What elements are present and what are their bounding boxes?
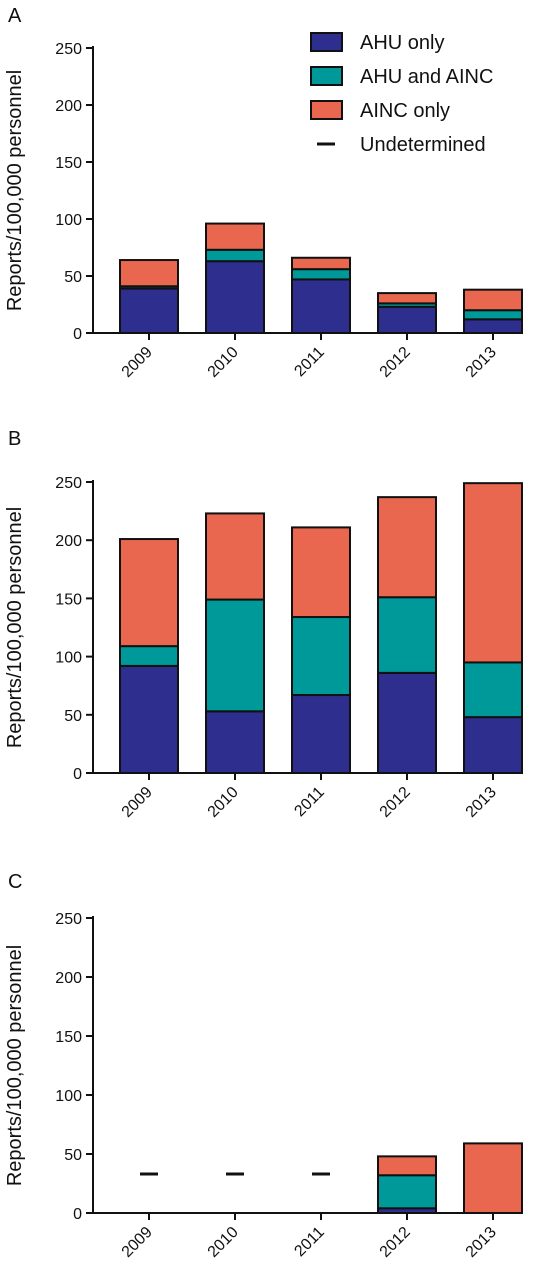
y-tick-label: 250 bbox=[55, 475, 82, 492]
x-tick-label: 2012 bbox=[377, 784, 414, 821]
bar-ahu-and-ainc bbox=[377, 1174, 437, 1210]
y-axis-label: Reports/100,000 personnel bbox=[4, 507, 26, 748]
x-tick-label: 2012 bbox=[377, 1224, 414, 1261]
legend-label: AHU and AINC bbox=[360, 66, 493, 88]
bar-ainc-only bbox=[377, 1155, 437, 1177]
y-tick-label: 150 bbox=[55, 1029, 82, 1046]
bar-ahu-and-ainc bbox=[205, 598, 265, 713]
bar-ahu-only bbox=[291, 694, 351, 775]
x-tick-label: 2009 bbox=[119, 344, 156, 381]
bar-ahu-only bbox=[205, 710, 265, 774]
panel-a: A Reports/100,000 personnel 0 50 100 150 200 25… bbox=[4, 5, 523, 381]
y-axis-label: Reports/100,000 personnel bbox=[4, 945, 26, 1186]
legend-swatch-ahu-only bbox=[310, 32, 343, 52]
bar-ahu-and-ainc bbox=[463, 661, 523, 719]
bar-ahu-only bbox=[463, 318, 523, 335]
y-tick-label: 100 bbox=[55, 1088, 82, 1105]
bar-ainc-only bbox=[463, 288, 523, 312]
x-tick-label: 2010 bbox=[205, 1224, 242, 1261]
y-tick-label: 50 bbox=[64, 269, 82, 286]
legend-label: Undetermined bbox=[360, 134, 486, 156]
bar-ahu-and-ainc bbox=[205, 248, 265, 263]
bar-ahu-and-ainc bbox=[377, 596, 437, 674]
x-tick-label: 2009 bbox=[119, 1224, 156, 1261]
panel-b: B Reports/100,000 personnel 0 50 100 150 200 25… bbox=[4, 428, 523, 821]
x-tick-label: 2011 bbox=[291, 1224, 327, 1260]
bar-ahu-only bbox=[119, 287, 179, 335]
y-tick-label: 0 bbox=[73, 1206, 82, 1223]
x-tick-label: 2010 bbox=[205, 784, 242, 821]
panel-label: C bbox=[8, 871, 22, 893]
bar-ainc-only bbox=[463, 482, 523, 664]
x-tick-label: 2013 bbox=[463, 784, 500, 821]
x-tick-label: 2013 bbox=[463, 1224, 500, 1261]
legend-swatch-ainc-only bbox=[310, 100, 343, 120]
bar-ainc-only bbox=[377, 496, 437, 599]
y-tick-label: 200 bbox=[55, 98, 82, 115]
bar-ainc-only bbox=[291, 256, 351, 271]
bar-ahu-only bbox=[205, 260, 265, 334]
bar-ahu-and-ainc bbox=[463, 309, 523, 321]
x-tick-label: 2011 bbox=[291, 344, 327, 380]
bar-ahu-only bbox=[119, 664, 179, 774]
panel-label: A bbox=[8, 5, 22, 27]
legend: AHU only AHU and AINC AINC only Undetermine… bbox=[310, 32, 493, 156]
y-tick-label: 200 bbox=[55, 970, 82, 987]
bar-ahu-only bbox=[291, 278, 351, 335]
x-tick-label: 2011 bbox=[291, 784, 327, 820]
bar-ahu-only bbox=[377, 671, 437, 774]
y-tick-label: 150 bbox=[55, 591, 82, 608]
y-tick-label: 100 bbox=[55, 650, 82, 667]
bar-ahu-and-ainc bbox=[291, 616, 351, 697]
legend-label: AINC only bbox=[360, 100, 450, 122]
panel-label: B bbox=[8, 428, 21, 450]
y-axis-label: Reports/100,000 personnel bbox=[4, 70, 26, 311]
bar-ainc-only bbox=[291, 526, 351, 619]
bar-ainc-only bbox=[119, 259, 179, 288]
bar-ainc-only bbox=[205, 222, 265, 251]
bar-ahu-only bbox=[377, 305, 437, 334]
y-tick-label: 50 bbox=[64, 708, 82, 725]
y-tick-label: 150 bbox=[55, 155, 82, 172]
bar-ainc-only bbox=[377, 292, 437, 305]
x-tick-label: 2009 bbox=[119, 784, 156, 821]
y-tick-label: 0 bbox=[73, 766, 82, 783]
bar-ahu-and-ainc bbox=[291, 268, 351, 281]
bar-ainc-only bbox=[205, 512, 265, 601]
x-tick-label: 2010 bbox=[205, 344, 242, 381]
y-tick-label: 100 bbox=[55, 212, 82, 229]
bar-ainc-only bbox=[119, 538, 179, 648]
legend-label: AHU only bbox=[360, 32, 444, 54]
bar-ainc-only bbox=[463, 1142, 523, 1215]
y-tick-label: 250 bbox=[55, 911, 82, 928]
y-tick-label: 250 bbox=[55, 41, 82, 58]
y-tick-label: 50 bbox=[64, 1147, 82, 1164]
x-tick-label: 2012 bbox=[377, 344, 414, 381]
panel-c: C Reports/100,000 personnel 0 50 100 150 200 25… bbox=[4, 871, 523, 1261]
y-tick-label: 200 bbox=[55, 533, 82, 550]
bar-ahu-and-ainc bbox=[119, 645, 179, 667]
legend-swatch-ahu-and-ainc bbox=[310, 66, 343, 86]
x-tick-label: 2013 bbox=[463, 344, 500, 381]
bar-ahu-only bbox=[463, 716, 523, 774]
y-tick-label: 0 bbox=[73, 326, 82, 343]
